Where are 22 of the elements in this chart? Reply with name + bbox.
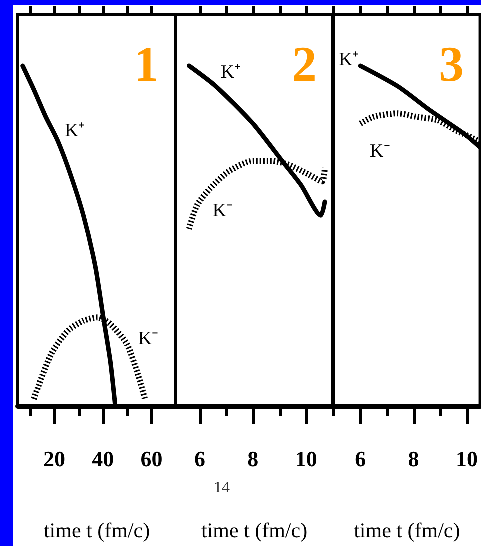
- x-tick-label: 20: [43, 446, 66, 472]
- x-tick-label: 40: [92, 446, 114, 472]
- series-label: K⁻: [212, 200, 232, 222]
- x-tick-label: 8: [408, 446, 420, 472]
- series-label: K⁺: [220, 62, 241, 83]
- chart-title: 3: [439, 36, 464, 92]
- series-label: K⁺: [64, 120, 85, 142]
- series-label: K⁻: [138, 328, 158, 350]
- x-axis-title: time t (fm/c): [354, 518, 460, 542]
- chart-title: 2: [292, 36, 317, 92]
- series-label: K⁺: [338, 50, 359, 70]
- series-label: K⁻: [370, 141, 390, 162]
- chart-title: 1: [134, 36, 159, 92]
- x-tick-label: 6: [355, 446, 366, 472]
- x-tick-label: 8: [248, 446, 259, 472]
- x-axis-title: time t (fm/c): [201, 518, 308, 542]
- x-tick-label: 10: [456, 446, 478, 472]
- x-tick-label: 6: [194, 446, 206, 472]
- text: 14: [214, 480, 230, 496]
- x-axis-title: time t (fm/c): [44, 518, 150, 542]
- x-tick-label: 10: [295, 446, 318, 472]
- x-tick-label: 60: [140, 446, 163, 472]
